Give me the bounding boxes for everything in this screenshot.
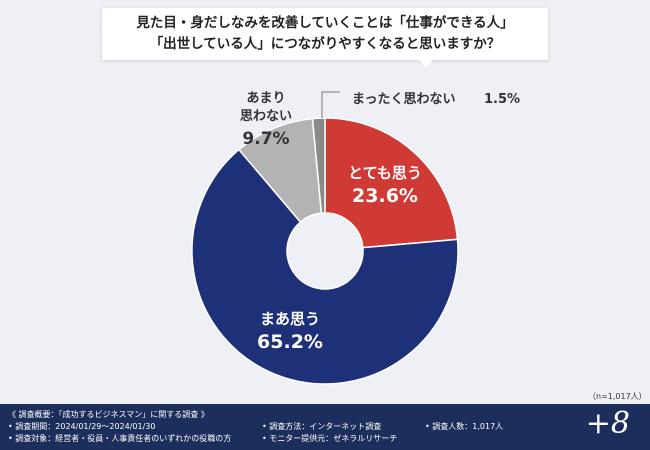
leader-line	[321, 91, 340, 118]
footer-target: • 調査対象：経営者・役員・人事責任者のいずれかの役職の方	[8, 434, 232, 443]
slice-totemo-omou	[324, 117, 459, 249]
data-label-2: 9.7%	[242, 129, 289, 149]
brand-logo: +8	[585, 406, 630, 441]
slice-mattaku-omowanai	[311, 117, 326, 214]
label-name-2-a: あまり	[246, 91, 285, 106]
chart-title-line-2: 「出世している人」につながりやすくなると思いますか？	[149, 36, 501, 52]
footer: 《 調査概要：「成功するビジネスマン」に関する調査 》 • 調査期間：2024/…	[0, 404, 650, 450]
label-name-0: とても思う	[348, 164, 422, 182]
title-box: 見た目・身だしなみを改善していくことは「仕事ができる人」 「出世している人」につ…	[102, 8, 548, 68]
slice-maa-omou	[191, 148, 459, 385]
footer-period: • 調査期間：2024/01/29～2024/01/30	[8, 422, 156, 431]
label-name-3: まったく思わない	[352, 92, 455, 107]
data-label-3: 1.5%	[484, 92, 520, 107]
label-name-2-b: 思わない	[240, 109, 292, 124]
data-label-1: 65.2%	[257, 331, 323, 353]
data-label-0: 23.6%	[352, 185, 418, 207]
sample-size-note: （n=1,017人）	[588, 392, 647, 401]
footer-count: • 調査人数：1,017人	[425, 422, 504, 431]
footer-overview: 《 調査概要：「成功するビジネスマン」に関する調査 》	[8, 410, 209, 419]
footer-method: • 調査方法：インターネット調査	[262, 422, 382, 431]
footer-provider: • モニター提供元：ゼネラルリサーチ	[262, 434, 398, 443]
label-name-1: まあ思う	[260, 310, 320, 328]
chart-title-line-1: 見た目・身だしなみを改善していくことは「仕事ができる人」	[136, 15, 514, 31]
